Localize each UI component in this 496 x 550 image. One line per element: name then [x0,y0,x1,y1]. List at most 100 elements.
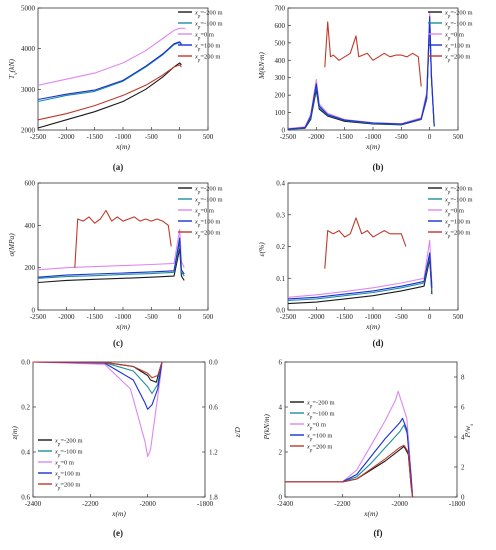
x-tick-label: -2500 [280,313,297,321]
series-line-5 [285,444,414,498]
x-axis-label: x(m) [365,142,380,151]
legend-label: xp=100 m [306,433,332,443]
y2-tick-label: 8 [461,374,465,382]
panel-label: (e) [113,528,123,538]
series-line-2 [32,361,163,395]
series-line-1 [287,258,433,305]
x-tick-label: -1000 [365,133,382,141]
x-tick-label: -500 [395,133,408,141]
series-line-3 [37,27,186,86]
x-tick-label: -2000 [391,500,408,508]
x-axis-label: x(m) [111,509,126,518]
y-axis-label: ε(%) [257,242,266,257]
x-tick-label: 0 [428,133,432,141]
series-line-3 [287,239,433,298]
y-tick-label: 200 [25,264,36,272]
legend-label: xp=100 m [444,219,470,229]
legend-label: xp=-200 m [444,186,473,196]
series-line-4 [37,237,185,278]
legend-label: xp=-200 m [194,186,223,196]
y2-tick-label: 1.8 [209,494,218,502]
y-tick-label: 0.0 [21,359,30,367]
y-tick-label: 200 [275,92,286,100]
x-tick-label: 500 [203,313,214,321]
y2-tick-label: 0.6 [209,404,218,412]
panel-4: -2500 -2000 -1500 -1000 -500 0 500 0.0 0.1 0.2 0.3… [257,180,473,349]
y-tick-label: 0 [32,307,36,315]
legend-label: xp=100 m [444,43,470,53]
y-tick-label: 0.1 [276,275,285,283]
x-tick-label: -2500 [30,133,47,141]
legend: xp=-200 mxp=-100 mxp=0 mxp=100 mxp=200 m [178,10,223,63]
x-tick-label: -2400 [25,500,42,508]
y-tick-label: 300 [275,74,286,82]
x-tick-label: 0 [178,313,182,321]
x-tick-label: -2000 [139,500,156,508]
legend-label: xp=200 m [194,230,220,240]
legend-label: xp=-100 m [194,197,223,207]
y-tick-label: 5000 [21,5,36,13]
legend-label: xp=0 m [306,422,326,432]
y2-tick-label: 2 [461,464,465,472]
panel-label: (a) [113,162,124,172]
panel-label: (b) [373,162,384,172]
series-line-3 [32,361,163,458]
y2-tick-label: 0.0 [209,359,218,367]
panel-1: -2500 -2000 -1500 -1000 -500 0 500 2000 3000 4000… [7,5,223,173]
y-tick-label: 0 [279,494,283,502]
y-tick-label: 0.6 [21,494,30,502]
series-line-4 [37,41,182,101]
y2-axis-label: P/ws [463,423,475,439]
y-tick-label: 500 [275,39,286,47]
y-tick-label: 2000 [21,127,36,135]
y2-axis-label: z/D [233,426,242,438]
x-tick-label: -2200 [334,500,351,508]
y-tick-label: 0.2 [21,404,30,412]
legend-label: xp=-100 m [306,411,335,421]
x-tick-label: -1000 [115,313,132,321]
series-line-1 [287,21,435,130]
series-line-1 [32,361,163,383]
x-tick-label: -1500 [336,313,353,321]
legend-label: xp=-200 m [54,438,83,448]
legend-label: xp=100 m [194,43,220,53]
series-line-2 [287,17,435,130]
legend-label: xp=-100 m [194,21,223,31]
series-line-2 [287,255,433,302]
y-tick-label: 3000 [21,86,36,94]
x-tick-label: -2200 [82,500,99,508]
y-tick-label: 0.4 [21,449,30,457]
legend-label: xp=0 m [194,32,214,42]
legend: xp=-200 mxp=-100 mxp=0 mxp=100 mxp=200 m [428,186,473,239]
plot-frame [37,182,209,311]
legend-label: xp=200 m [54,482,80,492]
x-tick-label: -500 [145,313,158,321]
plot-frame [37,7,209,131]
y-tick-label: 0.3 [276,211,285,219]
x-axis-label: x(m) [363,509,378,518]
x-tick-label: -2000 [58,313,75,321]
plot-frame [284,361,458,498]
y-axis-label: P(kN/m) [262,414,271,441]
y-tick-label: 0 [282,127,286,135]
series-line-5 [324,217,407,269]
y-tick-label: 2 [279,449,283,457]
panel-2: -2500 -2000 -1500 -1000 -500 0 500 0 100 200 300 40… [257,5,473,173]
y2-tick-label: 6 [461,404,465,412]
y-tick-label: 400 [25,222,36,230]
panel-label: (d) [373,338,384,348]
y-tick-label: 100 [275,109,286,117]
legend-label: xp=0 m [444,32,464,42]
x-tick-label: 0 [428,313,432,321]
y-axis-label: M(kN·m) [257,52,266,80]
y-tick-label: 700 [275,5,286,13]
y2-tick-label: 1.2 [209,449,218,457]
series-line-5 [32,361,163,379]
y-axis-label: σ(MPa) [7,233,16,257]
legend-label: xp=0 m [444,208,464,218]
x-tick-label: -1800 [197,500,214,508]
legend: xp=-200 mxp=-100 mxp=0 mxp=100 mxp=200 m [38,438,83,492]
x-tick-label: -1500 [336,133,353,141]
series-line-1 [37,62,182,129]
panel-label: (f) [374,528,383,538]
